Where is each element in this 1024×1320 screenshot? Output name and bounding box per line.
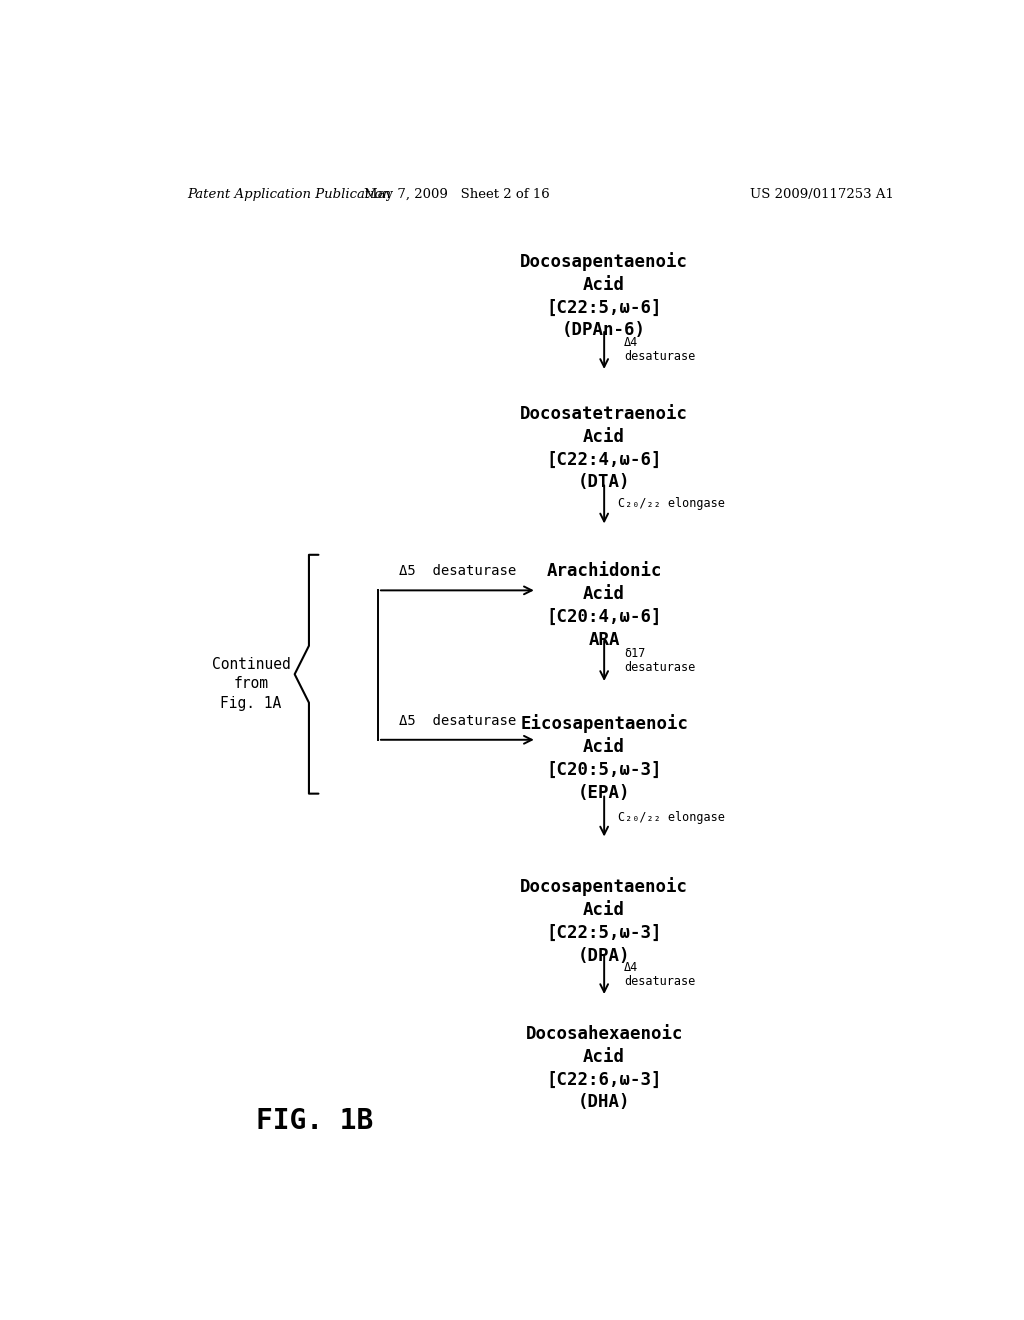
Text: FIG. 1B: FIG. 1B xyxy=(256,1107,373,1135)
Text: Docosahexaenoic
Acid
[C22:6,ω-3]
(DHA): Docosahexaenoic Acid [C22:6,ω-3] (DHA) xyxy=(525,1024,683,1111)
Text: Docosapentaenoic
Acid
[C22:5,ω-6]
(DPAn-6): Docosapentaenoic Acid [C22:5,ω-6] (DPAn-… xyxy=(520,252,688,339)
Text: C₂₀/₂₂ elongase: C₂₀/₂₂ elongase xyxy=(618,810,725,824)
Text: Δ5  desaturase: Δ5 desaturase xyxy=(398,564,516,578)
Text: US 2009/0117253 A1: US 2009/0117253 A1 xyxy=(751,189,894,202)
Text: C₂₀/₂₂ elongase: C₂₀/₂₂ elongase xyxy=(618,498,725,511)
Text: Docosapentaenoic
Acid
[C22:5,ω-3]
(DPA): Docosapentaenoic Acid [C22:5,ω-3] (DPA) xyxy=(520,876,688,965)
Text: May 7, 2009   Sheet 2 of 16: May 7, 2009 Sheet 2 of 16 xyxy=(365,189,550,202)
Text: Arachidonic
Acid
[C20:4,ω-6]
ARA: Arachidonic Acid [C20:4,ω-6] ARA xyxy=(547,562,662,649)
Text: Δ5  desaturase: Δ5 desaturase xyxy=(398,714,516,727)
Text: Eicosapentaenoic
Acid
[C20:5,ω-3]
(EPA): Eicosapentaenoic Acid [C20:5,ω-3] (EPA) xyxy=(520,714,688,803)
Text: Docosatetraenoic
Acid
[C22:4,ω-6]
(DTA): Docosatetraenoic Acid [C22:4,ω-6] (DTA) xyxy=(520,405,688,491)
Text: δ17
desaturase: δ17 desaturase xyxy=(624,647,695,675)
Text: Δ4
desaturase: Δ4 desaturase xyxy=(624,961,695,989)
Text: Patent Application Publication: Patent Application Publication xyxy=(187,189,391,202)
Text: Continued
from
Fig. 1A: Continued from Fig. 1A xyxy=(212,656,291,711)
Text: Δ4
desaturase: Δ4 desaturase xyxy=(624,335,695,363)
